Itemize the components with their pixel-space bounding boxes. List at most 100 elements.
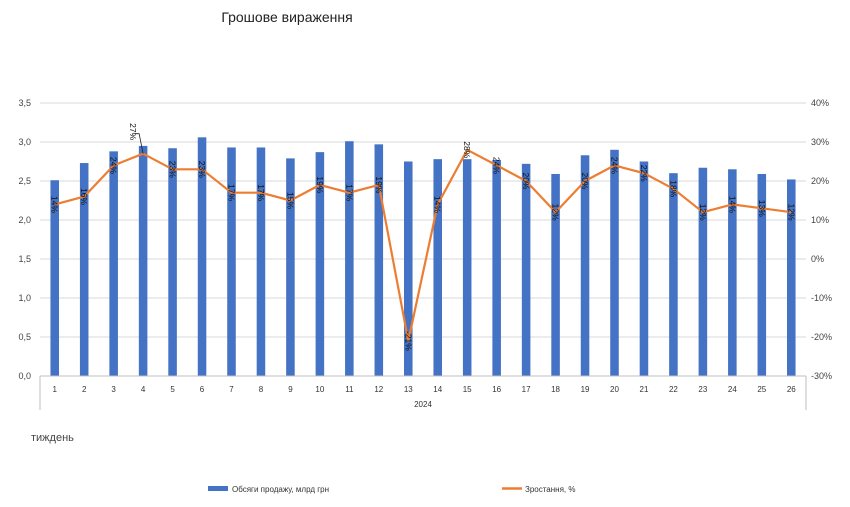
x-tick-label: 1: [53, 385, 58, 394]
x-tick-label: 26: [787, 385, 796, 394]
y-left-tick-label: 1,0: [18, 293, 31, 303]
bar: [315, 152, 325, 376]
bar: [669, 173, 678, 376]
x-tick-label: 19: [581, 385, 590, 394]
bar: [345, 141, 354, 376]
x-tick-label: 5: [170, 385, 175, 394]
y-right-tick-label: 30%: [811, 137, 829, 147]
data-label: 15%: [285, 192, 295, 209]
bar: [256, 147, 266, 376]
y-left-tick-label: 3,0: [18, 137, 31, 147]
data-label: 27%: [128, 123, 138, 140]
data-label: 14%: [727, 196, 737, 213]
bar: [492, 159, 501, 376]
growth-line: [54, 148, 792, 342]
data-label: 12%: [786, 204, 796, 221]
bar: [138, 145, 148, 376]
data-label: 22%: [639, 165, 649, 182]
y-right-tick-label: 10%: [811, 215, 829, 225]
x-tick-label: 4: [141, 385, 146, 394]
data-label: 24%: [492, 157, 502, 174]
x-tick-label: 17: [522, 385, 531, 394]
y-right-tick-label: -30%: [811, 371, 832, 381]
x-tick-label: 24: [728, 385, 737, 394]
data-label: 19%: [315, 176, 325, 193]
y-right-tick-label: 0%: [811, 254, 824, 264]
bar: [551, 173, 560, 376]
data-label: 13%: [757, 200, 767, 217]
y-right-tick-label: -20%: [811, 332, 832, 342]
bar: [109, 151, 118, 376]
x-tick-label: 7: [229, 385, 234, 394]
bar: [79, 163, 89, 376]
x-tick-label: 15: [463, 385, 472, 394]
bar: [728, 169, 737, 376]
x-tick-label: 13: [404, 385, 413, 394]
x-tick-label: 23: [698, 385, 707, 394]
bar: [462, 159, 472, 376]
data-label: 14%: [433, 196, 443, 213]
bar: [50, 180, 60, 376]
y-left-tick-label: 1,5: [18, 254, 31, 264]
x-tick-label: 22: [669, 385, 678, 394]
y-right-tick-label: 40%: [811, 98, 829, 108]
data-label: 17%: [344, 184, 354, 201]
x-tick-label: 3: [111, 385, 116, 394]
bar: [197, 137, 207, 376]
data-label: 12%: [698, 204, 708, 221]
data-label: 20%: [521, 172, 531, 189]
y-right-tick-label: 20%: [811, 176, 829, 186]
legend-label-growth: Зростання, %: [525, 485, 575, 494]
data-label: 17%: [256, 184, 266, 201]
x-tick-label: 16: [492, 385, 501, 394]
data-label: -21%: [403, 331, 413, 351]
bar: [286, 158, 295, 376]
x-tick-label: 11: [345, 385, 354, 394]
x-tick-label: 12: [374, 385, 383, 394]
data-label: 16%: [79, 188, 89, 205]
bar: [403, 161, 413, 376]
data-label: 19%: [374, 176, 384, 193]
y-left-tick-label: 3,5: [18, 98, 31, 108]
bar: [757, 173, 767, 376]
data-label: 17%: [227, 184, 237, 201]
x-tick-label: 14: [433, 385, 442, 394]
bar: [698, 167, 708, 376]
data-label: 18%: [668, 180, 678, 197]
y-right-tick-label: -10%: [811, 293, 832, 303]
group-label: 2024: [414, 400, 432, 409]
x-axis-title: тиждень: [31, 432, 74, 444]
bar: [374, 144, 384, 376]
data-label: 24%: [610, 157, 620, 174]
data-label: 28%: [462, 141, 472, 158]
y-left-tick-label: 2,0: [18, 215, 31, 225]
data-label: 14%: [50, 196, 60, 213]
data-label: 12%: [551, 204, 561, 221]
x-tick-label: 20: [610, 385, 619, 394]
bar: [610, 149, 619, 376]
x-tick-label: 2: [82, 385, 87, 394]
x-tick-label: 25: [757, 385, 766, 394]
bar: [786, 179, 796, 376]
legend-label-sales: Обсяги продажу, млрд грн: [232, 485, 329, 494]
x-tick-label: 10: [315, 385, 324, 394]
x-tick-label: 9: [288, 385, 293, 394]
data-label: 23%: [197, 161, 207, 178]
chart-title: Грошове вираження: [221, 9, 352, 25]
bar: [521, 163, 531, 376]
legend: Обсяги продажу, млрд грн Зростання, %: [208, 485, 575, 494]
bar: [227, 147, 236, 376]
x-tick-label: 8: [259, 385, 264, 394]
data-label: 24%: [109, 157, 119, 174]
data-label-leader: [135, 133, 144, 154]
legend-swatch-sales: [208, 486, 228, 491]
data-label: 23%: [168, 161, 178, 178]
x-tick-label: 21: [640, 385, 649, 394]
x-tick-label: 18: [551, 385, 560, 394]
bar: [433, 159, 443, 376]
x-tick-label: 6: [200, 385, 205, 394]
y-left-tick-label: 0,0: [18, 371, 31, 381]
bar: [580, 155, 590, 376]
